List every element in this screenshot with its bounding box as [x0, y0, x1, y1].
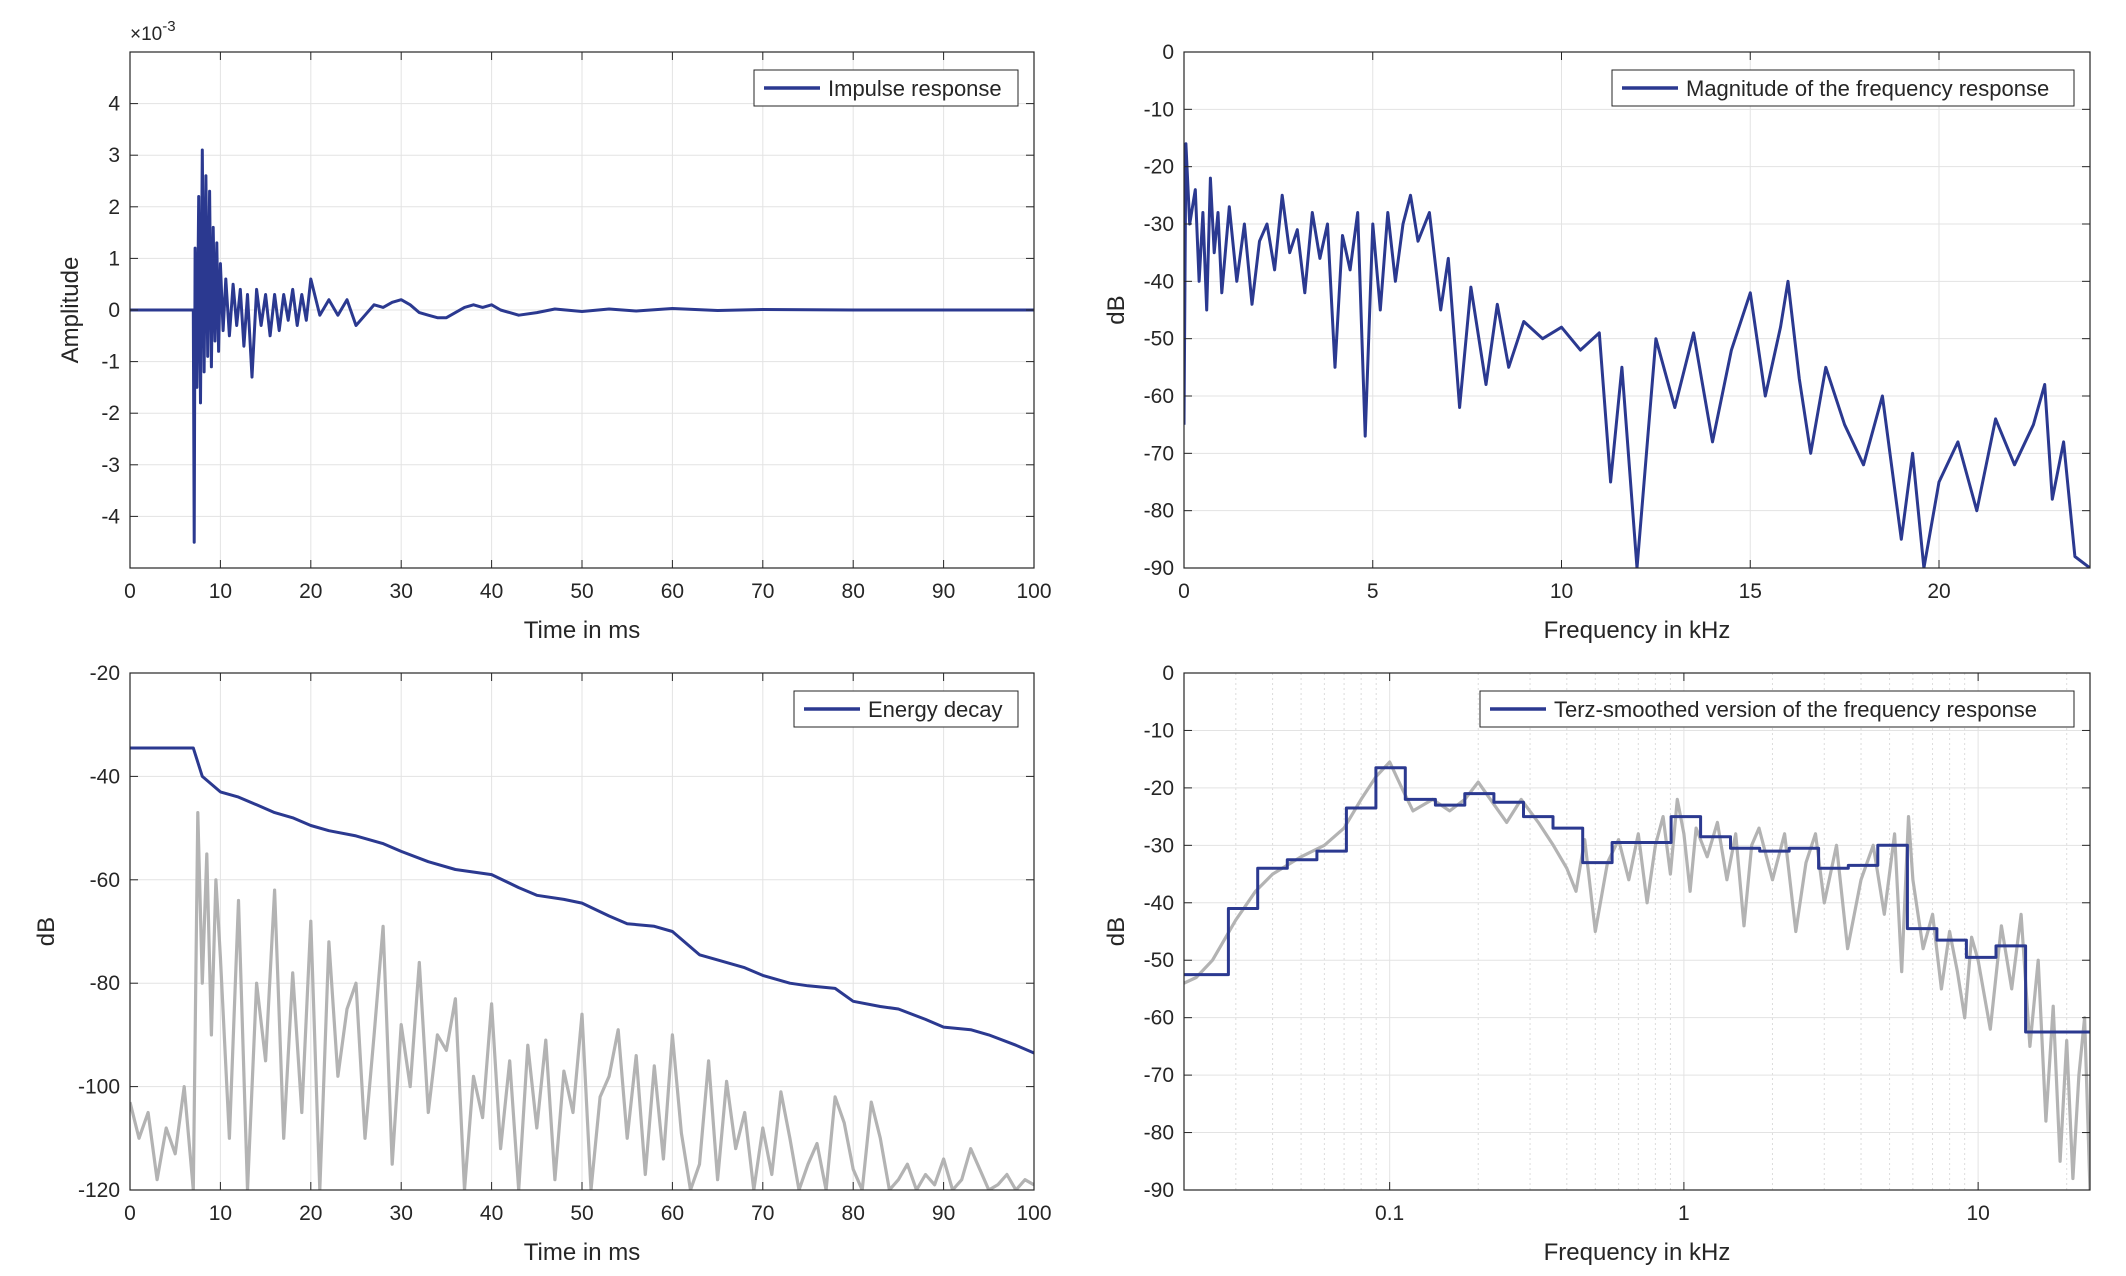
x-tick-label: 40: [480, 580, 503, 603]
background-series-line: [1184, 760, 2090, 1190]
x-tick-label: 0: [1178, 580, 1190, 603]
y-tick-label: -20: [1144, 156, 1174, 179]
x-tick-label: 0: [124, 580, 136, 603]
y-tick-label: -2: [101, 402, 120, 425]
y-tick-label: -90: [1144, 557, 1174, 580]
y-exponent-power: -3: [162, 18, 175, 35]
y-tick-label: 0: [108, 299, 120, 322]
y-tick-label: -50: [1144, 949, 1174, 972]
y-axis-label: dB: [1103, 917, 1130, 946]
legend-label: Terz-smoothed version of the frequency r…: [1554, 697, 2037, 722]
legend-label: Energy decay: [868, 697, 1003, 722]
legend-label: Magnitude of the frequency response: [1686, 76, 2049, 101]
x-tick-label: 15: [1739, 580, 1762, 603]
y-tick-label: -80: [1144, 500, 1174, 523]
y-tick-label: -60: [90, 869, 120, 892]
x-tick-label: 80: [842, 1202, 865, 1225]
x-tick-label: 90: [932, 580, 955, 603]
y-exponent-base: ×10: [130, 24, 162, 45]
y-tick-label: -60: [1144, 385, 1174, 408]
y-tick-label: 0: [1162, 662, 1174, 685]
x-tick-label: 20: [1927, 580, 1950, 603]
y-tick-label: -20: [1144, 777, 1174, 800]
series-line: [1184, 142, 2090, 568]
legend-label: Impulse response: [828, 76, 1002, 101]
y-tick-label: -1: [101, 351, 120, 374]
y-axis-label: Amplitude: [57, 257, 84, 364]
x-tick-label: 0.1: [1375, 1202, 1404, 1225]
y-tick-label: 0: [1162, 41, 1174, 64]
impulse-response-panel: 0 10 20 30 40 50 60 70 80 90 100 -4 -3 -2 -1 0 1 2 3 4 Time …: [57, 18, 1052, 644]
y-tick-label: -3: [101, 454, 120, 477]
frequency-response-panel: 0 5 10 15 20 0 -10 -20 -30 -40 -50 -60 -70 -80 -90 Freq…: [1103, 41, 2091, 644]
y-axis-label: dB: [33, 917, 60, 946]
y-tick-label: -10: [1144, 98, 1174, 121]
y-tick-label: -70: [1144, 1064, 1174, 1087]
y-tick-label: -100: [78, 1076, 120, 1099]
y-tick-label: 3: [108, 144, 120, 167]
y-tick-label: -60: [1144, 1007, 1174, 1030]
x-tick-label: 10: [209, 1202, 232, 1225]
y-axis-label: dB: [1103, 295, 1130, 324]
y-tick-label: -30: [1144, 213, 1174, 236]
y-tick-label: -90: [1144, 1179, 1174, 1202]
y-tick-label: -80: [90, 972, 120, 995]
series-line: [130, 148, 1034, 544]
legend-box: [1479, 690, 2075, 728]
x-tick-label: 100: [1016, 580, 1051, 603]
x-axis-label: Time in ms: [524, 617, 640, 644]
y-tick-label: 4: [108, 93, 120, 116]
x-tick-label: 1: [1678, 1202, 1690, 1225]
legend-box: [1611, 69, 2075, 107]
x-tick-label: 20: [299, 580, 322, 603]
axes-frame: [1183, 672, 2091, 1191]
y-tick-label: -30: [1144, 834, 1174, 857]
y-tick-label: -70: [1144, 442, 1174, 465]
x-tick-label: 90: [932, 1202, 955, 1225]
y-tick-label: -4: [101, 505, 120, 528]
background-series-line: [130, 810, 1034, 1190]
y-tick-label: 1: [108, 247, 120, 270]
y-tick-label: -40: [90, 765, 120, 788]
y-tick-label: -40: [1144, 892, 1174, 915]
x-tick-label: 10: [1550, 580, 1573, 603]
terz-smoothed-panel: 0.1 1 10 0 -10 -20 -30 -40 -50 -60 -70 -80 -90 Freque…: [1103, 662, 2091, 1266]
y-tick-label: -120: [78, 1179, 120, 1202]
x-tick-label: 60: [661, 1202, 684, 1225]
plot-area: [1184, 52, 2090, 568]
x-tick-label: 10: [1966, 1202, 1989, 1225]
y-tick-label: -50: [1144, 328, 1174, 351]
y-tick-label: -20: [90, 662, 120, 685]
series-line: [1184, 766, 2090, 1034]
plot-area: [1184, 673, 2090, 1190]
series-line: [130, 746, 1034, 1055]
x-tick-label: 100: [1016, 1202, 1051, 1225]
y-tick-label: -80: [1144, 1122, 1174, 1145]
x-tick-label: 30: [390, 580, 413, 603]
x-axis-label: Frequency in kHz: [1544, 617, 1731, 644]
x-tick-label: 70: [751, 580, 774, 603]
x-axis-label: Time in ms: [524, 1239, 640, 1266]
axes-frame: [1183, 51, 2091, 569]
y-exponent-label: ×10-3: [130, 18, 176, 45]
x-tick-label: 80: [842, 580, 865, 603]
x-tick-label: 40: [480, 1202, 503, 1225]
y-tick-label: -40: [1144, 270, 1174, 293]
x-tick-label: 50: [570, 1202, 593, 1225]
y-tick-label: 2: [108, 196, 120, 219]
x-axis-label: Frequency in kHz: [1544, 1239, 1731, 1266]
energy-decay-panel: 0 10 20 30 40 50 60 70 80 90 100 -20 -40 -60 -80 -100 -1…: [33, 662, 1052, 1266]
x-tick-label: 30: [390, 1202, 413, 1225]
x-tick-label: 70: [751, 1202, 774, 1225]
x-tick-label: 10: [209, 580, 232, 603]
y-tick-label: -10: [1144, 719, 1174, 742]
x-tick-label: 0: [124, 1202, 136, 1225]
x-tick-label: 50: [570, 580, 593, 603]
x-tick-label: 60: [661, 580, 684, 603]
x-tick-label: 20: [299, 1202, 322, 1225]
x-tick-label: 5: [1367, 580, 1379, 603]
